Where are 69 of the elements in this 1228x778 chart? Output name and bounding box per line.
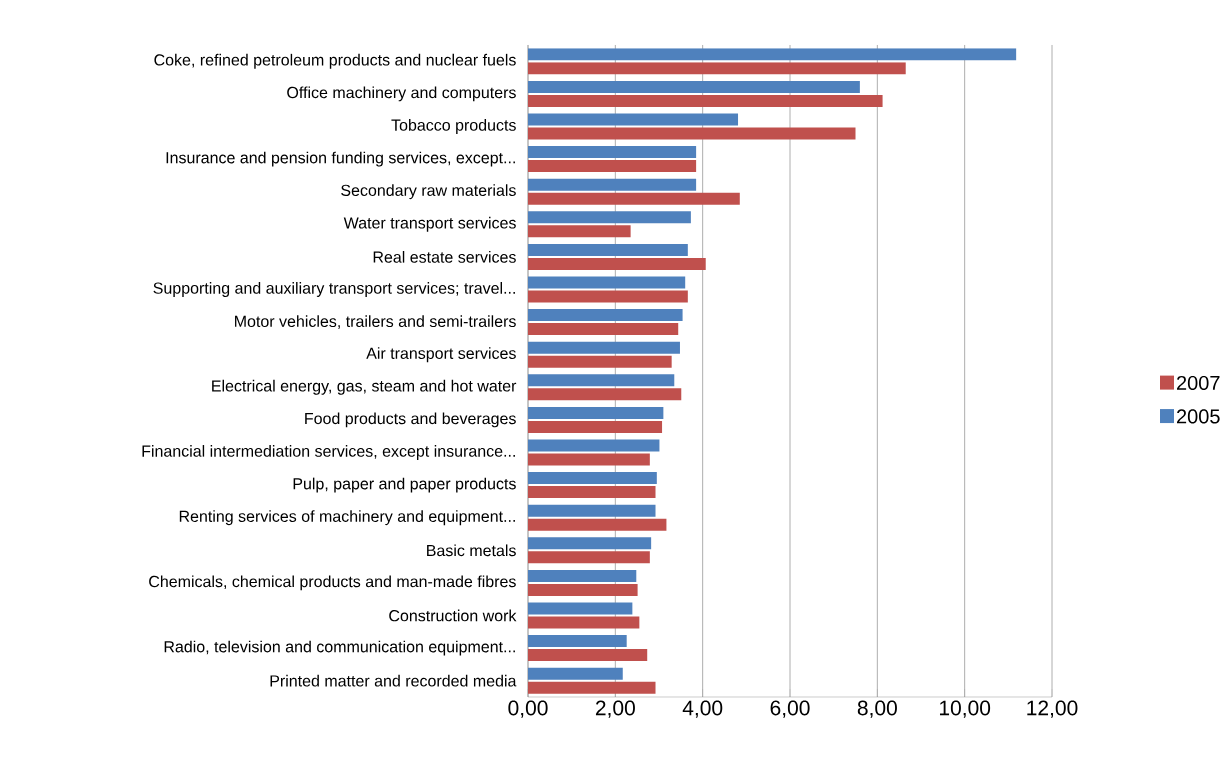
bar — [528, 127, 856, 140]
y-tick-label: Real estate services — [373, 251, 516, 263]
bar — [528, 388, 682, 401]
y-tick-label: Renting services of machinery and equipment... — [179, 510, 515, 526]
y-tick-label: Pulp, paper and paper products — [293, 477, 516, 493]
x-tick-label: 10,00 — [939, 700, 991, 718]
bar — [528, 94, 883, 107]
y-tick-label: Financial intermediation services, except insurance... — [142, 445, 515, 460]
bar — [528, 178, 697, 191]
bar — [528, 243, 688, 256]
bar — [528, 225, 631, 238]
x-tick-label: 4,00 — [682, 700, 723, 718]
y-tick-label: Coke, refined petroleum products and nuclear fuels — [154, 53, 516, 69]
bar — [528, 48, 1017, 61]
x-tick-label: 0,00 — [508, 700, 548, 718]
bar — [528, 486, 656, 499]
bar — [528, 504, 656, 517]
y-tick-label: Tobacco products — [391, 119, 516, 134]
bar — [528, 160, 697, 173]
bar — [528, 635, 627, 648]
y-tick-label: Radio, television and communication equipment... — [164, 640, 515, 656]
y-tick-label: Office machinery and computers — [287, 86, 516, 102]
bar — [528, 583, 638, 596]
y-tick-label: Food products and beverages — [305, 412, 516, 428]
bar — [528, 649, 648, 662]
bar — [528, 453, 650, 466]
y-tick-label: Printed matter and recorded media — [270, 674, 517, 687]
bar — [528, 276, 686, 289]
x-tick-label: 12,00 — [1027, 700, 1078, 718]
bar — [528, 616, 640, 629]
bar — [528, 113, 739, 126]
bar — [528, 420, 663, 433]
x-tick-label: 2,00 — [595, 700, 635, 718]
x-tick-label: 8,00 — [857, 700, 897, 718]
x-tick-label: 6,00 — [770, 700, 810, 718]
bar — [528, 192, 740, 205]
bar — [528, 309, 683, 322]
bar — [528, 257, 706, 270]
bar — [528, 374, 675, 387]
legend-label: 2007 — [1177, 375, 1220, 391]
bar — [528, 211, 691, 224]
bar — [528, 146, 697, 159]
bar — [528, 62, 906, 75]
y-tick-label: Basic metals — [427, 544, 516, 557]
y-tick-label: Construction work — [389, 609, 517, 622]
bar — [528, 681, 656, 694]
bar — [528, 323, 679, 336]
y-tick-label: Chemicals, chemical products and man-made fibres — [149, 575, 516, 591]
bar — [528, 290, 688, 303]
y-tick-label: Insurance and pension funding services, except... — [166, 151, 515, 167]
bar — [528, 341, 680, 354]
y-tick-label: Secondary raw materials — [341, 184, 516, 200]
bar — [528, 569, 637, 582]
y-tick-label: Air transport services — [366, 347, 516, 363]
bar — [528, 406, 664, 419]
bar — [528, 518, 667, 531]
y-tick-label: Motor vehicles, trailers and semi-trailers — [235, 315, 516, 329]
bar — [528, 551, 650, 564]
bar — [528, 80, 860, 93]
bar — [528, 667, 623, 680]
bar — [528, 602, 633, 615]
legend-label: 2005 — [1177, 409, 1220, 424]
y-tick-label: Electrical energy, gas, steam and hot water — [212, 379, 517, 395]
bar — [528, 355, 672, 368]
bar — [528, 472, 657, 485]
y-tick-label: Supporting and auxiliary transport services; travel... — [153, 282, 515, 297]
bar — [528, 537, 652, 550]
y-tick-label: Water transport services — [343, 216, 516, 232]
bar — [528, 439, 660, 452]
